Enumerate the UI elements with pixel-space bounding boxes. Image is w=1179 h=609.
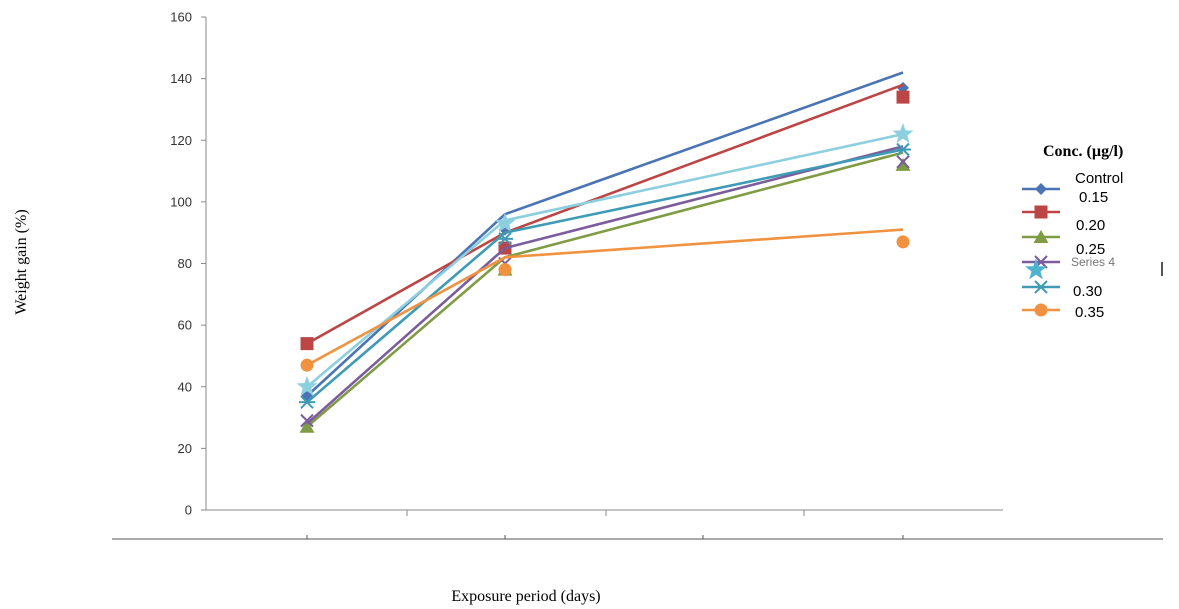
y-axis-title: Weight gain (%) [13,209,30,314]
y-tick-label: 100 [170,194,192,209]
legend-label: 0.30 [1073,283,1102,300]
asterisk-marker [1033,281,1049,293]
series-line [307,85,903,344]
square-marker [1035,206,1048,219]
square-marker [897,91,910,104]
triangle-marker [896,158,911,171]
series-5 [297,123,914,396]
circle-marker [301,359,314,372]
y-tick-label: 120 [170,133,192,148]
y-tick-label: 60 [178,318,192,333]
y-tick-label: 80 [178,256,192,271]
diamond-marker [1035,183,1047,195]
legend-label: 0.15 [1079,189,1108,206]
legend-label: 0.20 [1076,217,1105,234]
series-line [307,146,903,423]
circle-marker [897,235,910,248]
plot-area [297,73,914,433]
series-7 [301,230,910,372]
legend-item: 0.30 [1022,281,1102,300]
square-marker [301,337,314,350]
legend-label: 0.35 [1075,304,1104,321]
legend-label: Series 4 [1071,255,1115,269]
series-4 [301,146,909,426]
circle-marker [1035,304,1048,317]
legend-item: 0.15 [1022,189,1108,219]
series-line [307,153,903,427]
y-tick-label: 140 [170,71,192,86]
y-tick-label: 40 [178,379,192,394]
x-axis-title: Exposure period (days) [451,588,600,605]
series-line [307,150,903,403]
y-tick-label: 20 [178,441,192,456]
legend-title: Conc. (µg/l) [1043,143,1123,160]
legend-item: 0.20 [1022,217,1105,243]
legend-label: Control [1075,170,1123,187]
circle-marker [499,263,512,276]
star-marker [893,123,914,143]
y-tick-label: 160 [170,10,192,25]
series-6 [299,143,911,408]
series-2 [301,85,910,350]
series-line [307,73,903,397]
chart-axes: 0 20 40 60 80 100 120 140 160 [112,10,1163,540]
legend-item: 0.35 [1022,304,1104,322]
y-tick-label: 0 [185,503,192,518]
